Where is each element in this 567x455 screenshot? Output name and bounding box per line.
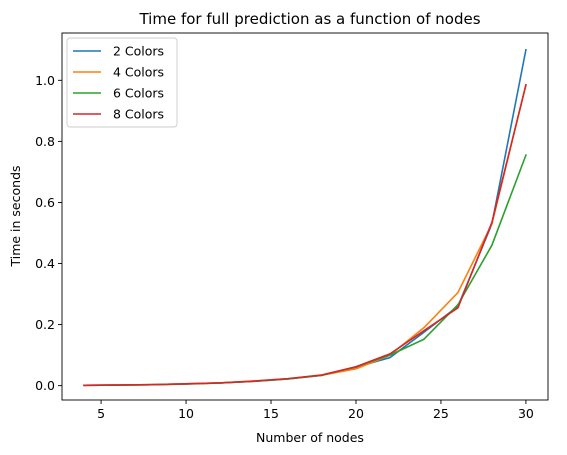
legend-items: 2 Colors 4 Colors 6 Colors 8 Colors	[73, 44, 164, 122]
y-tick-label: 0.2	[35, 317, 55, 332]
plot-frame	[61, 32, 549, 401]
x-tick-label: 5	[97, 406, 105, 421]
y-tick-label: 0.8	[35, 134, 55, 149]
x-axis-label: Number of nodes	[256, 430, 364, 445]
legend: 2 Colors 4 Colors 6 Colors 8 Colors	[66, 37, 178, 128]
series-line-2	[83, 83, 527, 387]
x-tick-label: 15	[263, 406, 279, 421]
series-line-3	[83, 154, 527, 387]
x-tick-label: 20	[348, 406, 364, 421]
legend-label-4: 8 Colors	[113, 107, 164, 122]
y-tick-label: 0.0	[35, 378, 55, 393]
y-tick-label: 0.6	[35, 195, 55, 210]
y-axis-label: Time in seconds	[8, 165, 23, 267]
x-tick-label: 30	[518, 406, 534, 421]
legend-label-3: 6 Colors	[113, 86, 164, 101]
legend-box	[66, 37, 178, 128]
series-layer	[83, 48, 527, 387]
chart-title: Time for full prediction as a function o…	[138, 10, 480, 28]
x-tick-label: 25	[433, 406, 449, 421]
y-tick-label: 1.0	[35, 73, 55, 88]
x-tick-label: 10	[178, 406, 194, 421]
x-axis: 5 10 15 20 25 30	[97, 400, 534, 421]
legend-label-2: 4 Colors	[113, 65, 164, 80]
y-tick-label: 0.4	[35, 256, 55, 271]
legend-label-1: 2 Colors	[113, 44, 164, 59]
series-line-4	[83, 83, 527, 387]
y-axis: 0.0 0.2 0.4 0.6 0.8 1.0	[35, 73, 62, 393]
